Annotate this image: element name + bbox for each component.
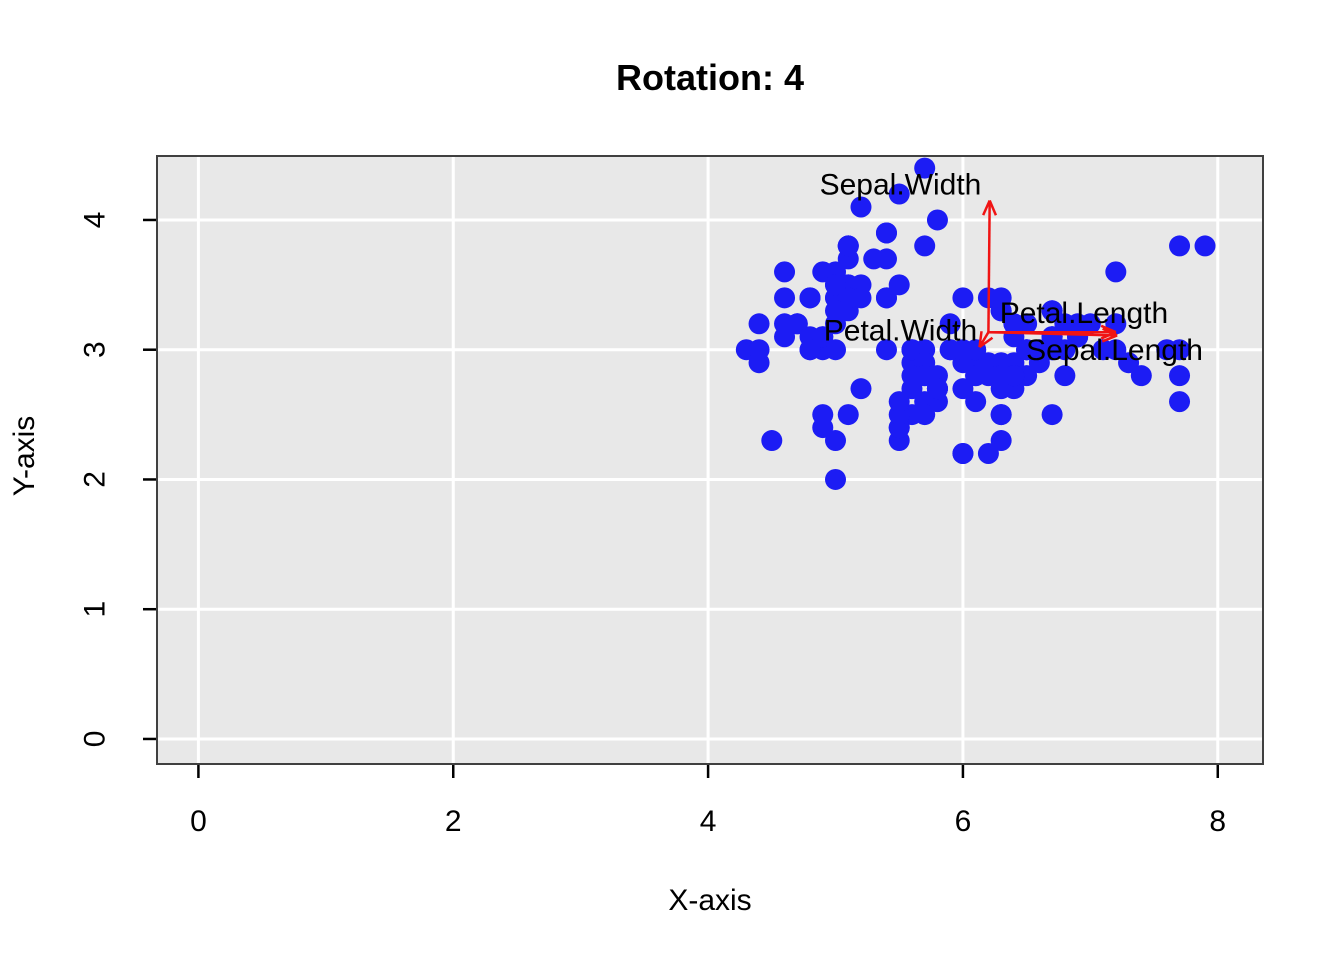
data-point (774, 313, 796, 335)
data-point (761, 430, 783, 452)
data-point (888, 183, 910, 205)
y-tick-label: 0 (79, 731, 112, 748)
data-point (1194, 235, 1216, 257)
data-point (825, 300, 847, 322)
arrowhead-sepal-length (1101, 334, 1118, 343)
x-axis-title: X-axis (668, 884, 752, 917)
arrow-label-petal-length: Petal.Length (1000, 297, 1168, 330)
data-point (939, 313, 961, 335)
data-point (812, 326, 834, 348)
data-point (901, 365, 923, 387)
plot-panel (157, 156, 1263, 764)
arrow-label-sepal-width: Sepal.Width (820, 168, 982, 201)
data-point (850, 378, 872, 400)
data-point (825, 468, 847, 490)
data-point (990, 404, 1012, 426)
data-point (875, 222, 897, 244)
arrowhead-petal-width (978, 336, 994, 349)
data-point (926, 378, 948, 400)
x-tick-label: 6 (955, 805, 972, 838)
data-point (837, 235, 859, 257)
data-point (1169, 235, 1191, 257)
y-tick-label: 1 (79, 601, 112, 618)
data-point (977, 443, 999, 465)
y-tick-label: 2 (79, 471, 112, 488)
data-point (926, 209, 948, 231)
data-point (850, 196, 872, 218)
arrowhead-petal-width (978, 331, 983, 348)
data-point (799, 287, 821, 309)
arrow-sepal-length (988, 330, 1118, 337)
data-point (952, 443, 974, 465)
data-point (837, 404, 859, 426)
data-point (1054, 313, 1076, 335)
y-axis-title: Y-axis (8, 415, 41, 497)
arrowhead-sepal-width (988, 200, 998, 216)
data-point (825, 274, 847, 296)
arrow-label-sepal-length: Sepal.Length (1026, 334, 1203, 367)
x-tick-label: 8 (1209, 805, 1226, 838)
data-point (990, 430, 1012, 452)
x-tick-label: 2 (445, 805, 462, 838)
data-point (875, 287, 897, 309)
data-point (1130, 365, 1152, 387)
data-point (888, 391, 910, 413)
y-tick-label: 3 (79, 341, 112, 358)
data-point (774, 261, 796, 283)
data-point (965, 391, 987, 413)
data-point (1169, 339, 1191, 361)
data-point (914, 157, 936, 179)
data-point (1016, 339, 1038, 361)
data-point (939, 339, 961, 361)
data-point (1169, 391, 1191, 413)
data-point (863, 248, 885, 270)
arrow-label-petal-width: Petal.Width (824, 314, 977, 347)
data-point (812, 261, 834, 283)
x-tick-label: 4 (700, 805, 717, 838)
data-point (952, 287, 974, 309)
y-tick-label: 4 (79, 212, 112, 229)
data-point (1041, 404, 1063, 426)
arrowhead-sepal-width (982, 199, 991, 216)
data-point (799, 339, 821, 361)
x-tick-label: 0 (190, 805, 207, 838)
data-point (825, 339, 847, 361)
data-point (1105, 339, 1127, 361)
data-point (748, 339, 770, 361)
data-point (1041, 339, 1063, 361)
data-point (888, 274, 910, 296)
data-point (774, 287, 796, 309)
data-point (990, 365, 1012, 387)
data-point (1041, 300, 1063, 322)
plot-frame (156, 155, 1264, 765)
data-point (875, 339, 897, 361)
data-point (1169, 365, 1191, 387)
data-point (812, 404, 834, 426)
data-point (1105, 261, 1127, 283)
data-point (914, 404, 936, 426)
data-point (952, 378, 974, 400)
data-point (748, 313, 770, 335)
data-point (825, 430, 847, 452)
data-point (1054, 365, 1076, 387)
arrow-sepal-width (987, 200, 991, 333)
data-point (1118, 352, 1140, 374)
data-point (837, 287, 859, 309)
plot-title: Rotation: 4 (616, 57, 804, 98)
arrowhead-petal-length (1100, 324, 1117, 334)
data-point (914, 235, 936, 257)
arrowhead-sepal-length (1102, 327, 1118, 337)
